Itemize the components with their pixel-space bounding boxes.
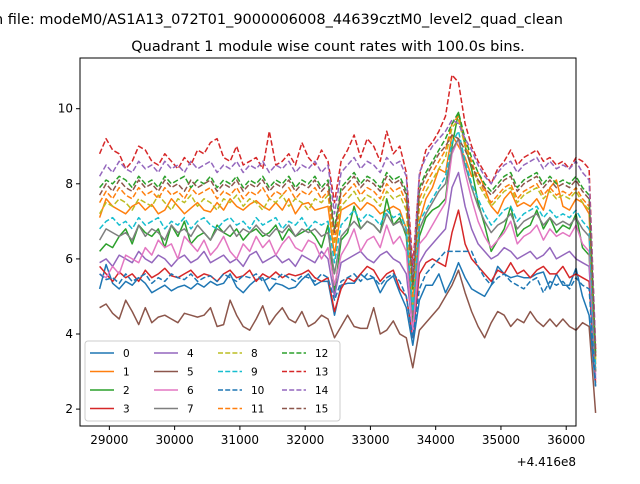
x-tick-label: 34000: [417, 433, 455, 447]
x-tick-label: 29000: [90, 433, 128, 447]
legend-label-0: 0: [123, 348, 130, 360]
y-tick-label: 4: [65, 327, 73, 341]
legend-label-7: 7: [187, 404, 194, 416]
figure-suptitle: n file: modeM0/AS1A13_072T01_9000006008_…: [0, 12, 563, 28]
x-tick-label: 35000: [482, 433, 520, 447]
legend-label-4: 4: [187, 348, 194, 360]
x-axis-offset-label: +4.416e8: [517, 455, 576, 469]
series-line-11: [98, 115, 597, 357]
y-tick-label: 10: [58, 102, 73, 116]
y-tick-label: 8: [65, 177, 73, 191]
y-axis-ticks: 2 4 6 8 10: [58, 102, 80, 416]
legend-label-14: 14: [315, 385, 329, 397]
x-tick-label: 30000: [156, 433, 194, 447]
legend-label-13: 13: [315, 367, 328, 379]
legend-label-10: 10: [251, 385, 264, 397]
series-line-9: [99, 130, 597, 368]
series-line-14: [98, 119, 597, 346]
legend-label-2: 2: [123, 385, 130, 397]
y-tick-label: 2: [65, 402, 73, 416]
series-line-7: [98, 137, 597, 372]
legend-label-9: 9: [251, 367, 258, 379]
series-line-6: [99, 137, 597, 376]
x-axis-ticks: 29000 30000 31000 32000 33000 34000 35000 36000: [90, 426, 585, 447]
series-line-1: [98, 134, 597, 365]
series-line-12: [99, 111, 597, 353]
series-line-0: [98, 261, 597, 387]
legend-label-1: 1: [123, 367, 130, 379]
chart-title: Quadrant 1 module wise count rates with …: [131, 39, 525, 55]
series-line-10: [99, 250, 597, 387]
legend-box: [84, 340, 341, 422]
x-tick-label: 31000: [221, 433, 259, 447]
series-line-5: [99, 269, 597, 413]
x-tick-label: 36000: [547, 433, 585, 447]
series-line-4: [99, 171, 597, 380]
legend-label-15: 15: [315, 404, 328, 416]
plot-lines: [98, 74, 597, 413]
legend-label-12: 12: [315, 348, 328, 360]
x-tick-label: 32000: [286, 433, 324, 447]
x-tick-label: 33000: [351, 433, 389, 447]
series-line-2: [99, 111, 597, 372]
series-line-15: [98, 134, 597, 357]
legend-label-6: 6: [187, 385, 194, 397]
y-tick-label: 6: [65, 252, 73, 266]
legend-label-8: 8: [251, 348, 258, 360]
legend-label-5: 5: [187, 367, 194, 379]
legend-label-11: 11: [251, 404, 264, 416]
plot-frame: [79, 57, 577, 427]
legend-label-3: 3: [123, 404, 130, 416]
series-line-13: [98, 74, 597, 350]
series-line-8: [98, 119, 597, 361]
